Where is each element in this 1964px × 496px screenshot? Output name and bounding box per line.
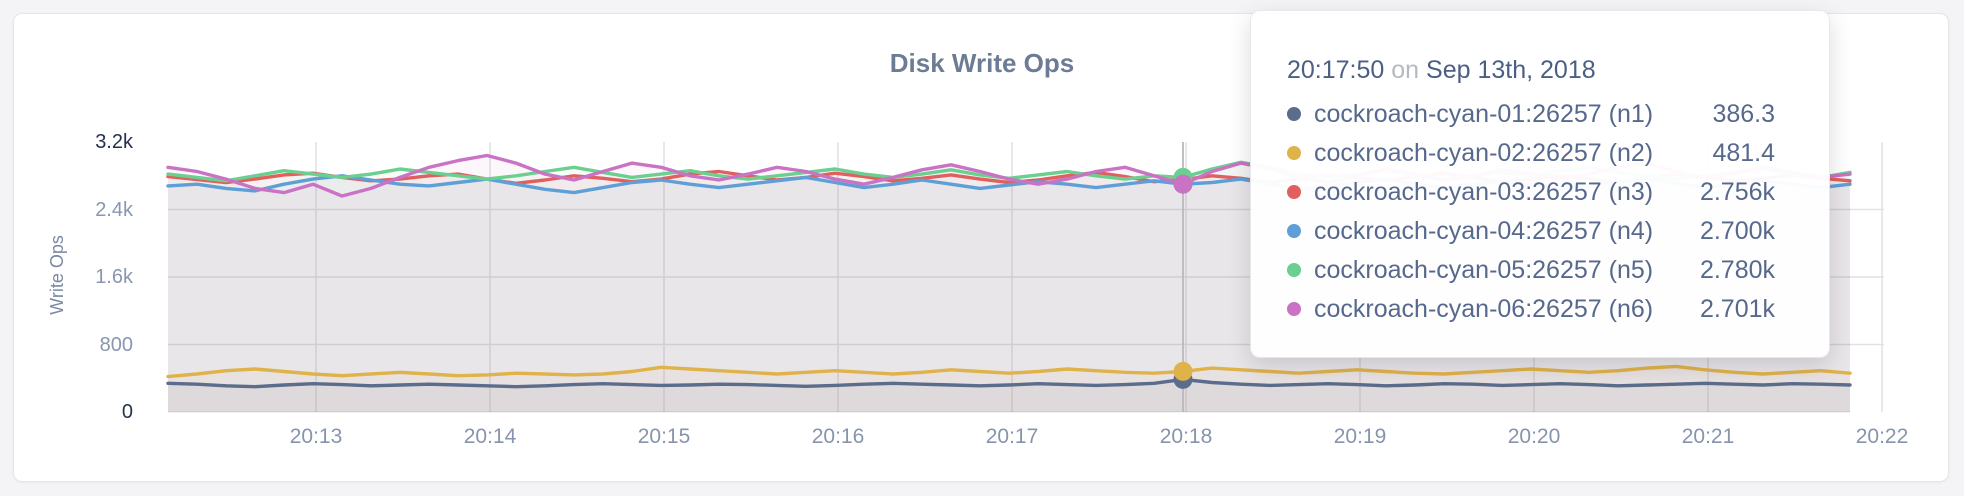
series-color-dot	[1287, 107, 1301, 121]
x-tick-label: 20:22	[1855, 425, 1909, 448]
x-tick-label: 20:19	[1333, 425, 1387, 448]
y-tick-label: 1.6k	[95, 266, 133, 288]
chart-title: Disk Write Ops	[889, 48, 1075, 78]
x-tick-label: 20:21	[1681, 425, 1735, 448]
tooltip-legend-row: cockroach-cyan-05:26257 (n5) 2.780k	[1287, 255, 1775, 284]
x-tick-label: 20:15	[637, 425, 691, 448]
series-area-n2	[168, 366, 1850, 412]
hover-point-n6[interactable]	[1173, 174, 1193, 194]
tooltip-legend-row: cockroach-cyan-03:26257 (n3) 2.756k	[1287, 177, 1775, 206]
x-tick-label: 20:13	[289, 425, 343, 448]
tooltip-header: 20:17:50 on Sep 13th, 2018	[1287, 57, 1775, 83]
y-tick-label: 800	[99, 333, 133, 356]
tooltip-on-word: on	[1391, 56, 1420, 84]
series-color-dot	[1287, 263, 1301, 277]
tooltip-legend-row: cockroach-cyan-04:26257 (n4) 2.700k	[1287, 216, 1775, 245]
series-value: 2.700k	[1699, 216, 1775, 245]
series-name: cockroach-cyan-05:26257 (n5)	[1314, 255, 1654, 284]
series-line-n1	[166, 377, 1852, 389]
series-color-dot	[1287, 302, 1301, 316]
hover-point-n2[interactable]	[1173, 361, 1193, 381]
y-tick-label: 2.4k	[95, 198, 133, 221]
x-tick-label: 20:20	[1507, 425, 1561, 448]
series-value: 2.780k	[1699, 255, 1775, 284]
tooltip-legend-row: cockroach-cyan-06:26257 (n6) 2.701k	[1287, 294, 1775, 323]
series-color-dot	[1287, 185, 1301, 199]
tooltip-legend-row: cockroach-cyan-01:26257 (n1) 386.3	[1287, 99, 1775, 128]
x-tick-label: 20:17	[985, 425, 1039, 448]
series-color-dot	[1287, 146, 1301, 160]
x-tick-label: 20:16	[811, 425, 865, 448]
series-value: 2.756k	[1699, 177, 1775, 206]
series-name: cockroach-cyan-02:26257 (n2)	[1314, 138, 1654, 167]
series-name: cockroach-cyan-06:26257 (n6)	[1314, 294, 1654, 323]
x-tick-label: 20:14	[463, 425, 517, 448]
series-value: 2.701k	[1699, 294, 1775, 323]
series-color-dot	[1287, 224, 1301, 238]
series-value: 481.4	[1712, 138, 1775, 167]
tooltip-legend-row: cockroach-cyan-02:26257 (n2) 481.4	[1287, 138, 1775, 167]
series-value: 386.3	[1712, 99, 1775, 128]
series-name: cockroach-cyan-04:26257 (n4)	[1314, 216, 1654, 245]
tooltip-time: 20:17:50	[1287, 56, 1385, 84]
y-tick-label: 3.2k	[95, 131, 133, 153]
tooltip-date: Sep 13th, 2018	[1426, 56, 1596, 84]
series-name: cockroach-cyan-03:26257 (n3)	[1314, 177, 1654, 206]
series-line-n2	[166, 364, 1852, 379]
x-tick-label: 20:18	[1159, 425, 1213, 448]
series-name: cockroach-cyan-01:26257 (n1)	[1314, 99, 1654, 128]
hover-tooltip: 20:17:50 on Sep 13th, 2018 cockroach-cya…	[1250, 10, 1830, 358]
y-tick-label: 0	[121, 401, 133, 423]
tooltip-legend: cockroach-cyan-01:26257 (n1) 386.3 cockr…	[1287, 99, 1775, 323]
series-area-n1	[168, 379, 1850, 412]
